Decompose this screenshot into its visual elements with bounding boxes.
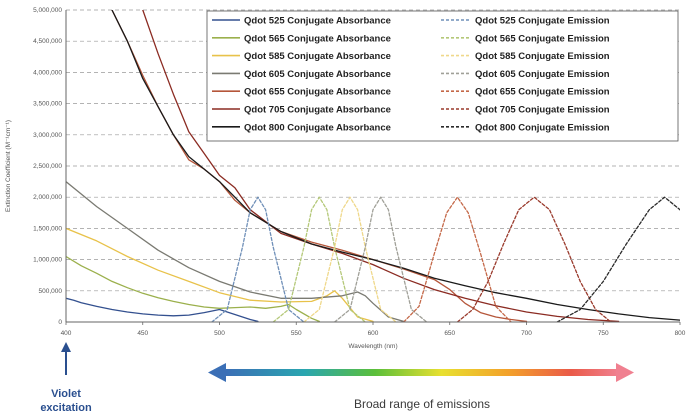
legend-label: Qdot 565 Conjugate Absorbance xyxy=(244,33,391,44)
y-tick-label: 3,500,000 xyxy=(33,101,62,108)
x-tick-label: 400 xyxy=(61,330,72,337)
axes: 0 500,000 1,000,000 1,500,000 2,000,000 2,500… xyxy=(5,7,686,350)
series-line-9 xyxy=(272,196,366,322)
rainbow-arrow-right-head xyxy=(616,363,634,382)
x-tick-label: 600 xyxy=(368,330,379,337)
series-line-11 xyxy=(333,196,428,322)
y-tick-label: 4,000,000 xyxy=(33,69,62,76)
series-line-3 xyxy=(66,227,374,322)
legend-label: Qdot 585 Conjugate Emission xyxy=(475,51,610,62)
series-line-10 xyxy=(303,196,397,322)
series-line-8 xyxy=(211,196,305,322)
series-line-7 xyxy=(111,10,680,321)
x-tick-label: 500 xyxy=(214,330,225,337)
rainbow-arrow-left-head xyxy=(208,363,226,382)
series-line-12 xyxy=(403,196,512,322)
broad-range-annotation: Broad range of emissions xyxy=(208,363,634,411)
y-tick-label: 0 xyxy=(58,319,62,326)
x-axis-title: Wavelength (nm) xyxy=(348,343,397,350)
y-tick-label: 5,000,000 xyxy=(33,7,62,14)
legend-label: Qdot 605 Conjugate Emission xyxy=(475,69,610,80)
legend-box xyxy=(206,10,679,142)
legend-label: Qdot 585 Conjugate Absorbance xyxy=(244,51,391,62)
x-tick-label: 450 xyxy=(137,330,148,337)
excitation-label: excitation xyxy=(40,402,92,414)
legend-label: Qdot 605 Conjugate Absorbance xyxy=(244,69,391,80)
y-tick-label: 500,000 xyxy=(39,288,63,295)
legend: Qdot 525 Conjugate Absorbance Qdot 565 Co… xyxy=(206,10,679,142)
series-line-13 xyxy=(456,196,612,322)
x-tick-label: 800 xyxy=(675,330,686,337)
violet-label: Violet xyxy=(51,388,81,400)
legend-label: Qdot 800 Conjugate Emission xyxy=(475,122,610,133)
broad-range-label: Broad range of emissions xyxy=(354,397,490,411)
y-tick-label: 1,500,000 xyxy=(33,225,62,232)
y-tick-label: 3,000,000 xyxy=(33,132,62,139)
x-tick-label: 750 xyxy=(598,330,609,337)
legend-label: Qdot 525 Conjugate Absorbance xyxy=(244,16,391,27)
legend-label: Qdot 655 Conjugate Emission xyxy=(475,87,610,98)
y-tick-label: 2,000,000 xyxy=(33,194,62,201)
y-tick-label: 1,000,000 xyxy=(33,257,62,264)
rainbow-arrow-shaft xyxy=(226,369,618,376)
y-axis-title: Extinction Coefficient (M⁻¹cm⁻¹) xyxy=(5,120,12,212)
series-line-2 xyxy=(66,255,320,322)
series-line-1 xyxy=(66,297,259,322)
y-tick-label: 4,500,000 xyxy=(33,38,62,45)
legend-label: Qdot 565 Conjugate Emission xyxy=(475,33,610,44)
legend-label: Qdot 525 Conjugate Emission xyxy=(475,16,610,27)
legend-label: Qdot 705 Conjugate Emission xyxy=(475,105,610,116)
x-tick-label: 700 xyxy=(521,330,532,337)
x-tick-label: 650 xyxy=(444,330,455,337)
legend-label: Qdot 705 Conjugate Absorbance xyxy=(244,105,391,116)
series-line-14 xyxy=(556,196,680,322)
plot-area xyxy=(66,10,680,322)
x-tick-label: 550 xyxy=(291,330,302,337)
legend-label: Qdot 800 Conjugate Absorbance xyxy=(244,122,391,133)
legend-label: Qdot 655 Conjugate Absorbance xyxy=(244,87,391,98)
series-line-4 xyxy=(66,180,405,322)
violet-excitation-annotation: Violet excitation xyxy=(40,342,92,414)
y-tick-label: 2,500,000 xyxy=(33,163,62,170)
up-arrow-head-icon xyxy=(61,342,71,352)
